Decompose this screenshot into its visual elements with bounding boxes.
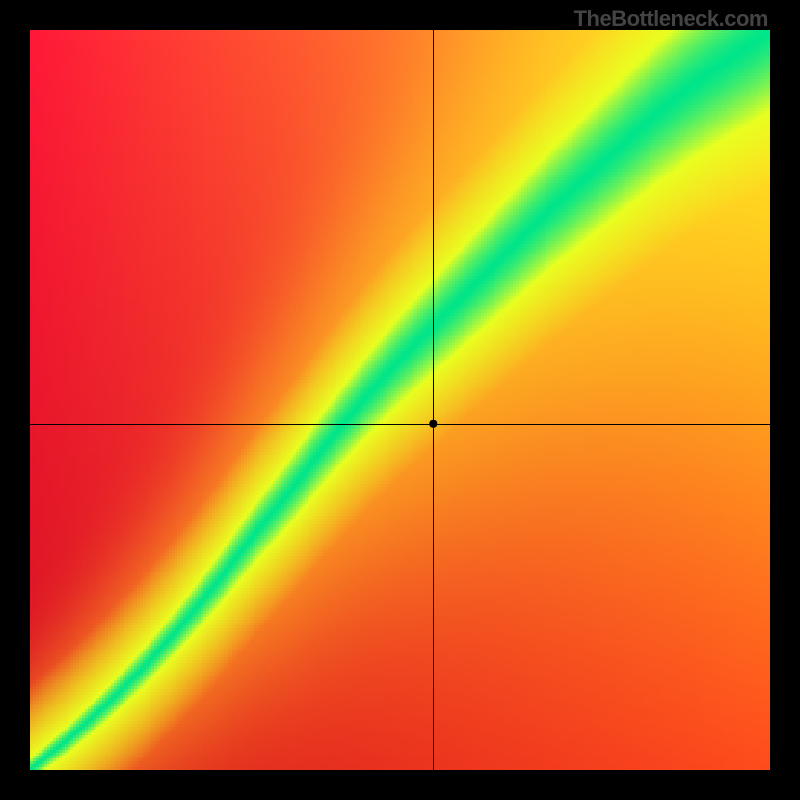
watermark-text: TheBottleneck.com xyxy=(574,6,768,32)
bottleneck-heatmap xyxy=(0,0,800,800)
